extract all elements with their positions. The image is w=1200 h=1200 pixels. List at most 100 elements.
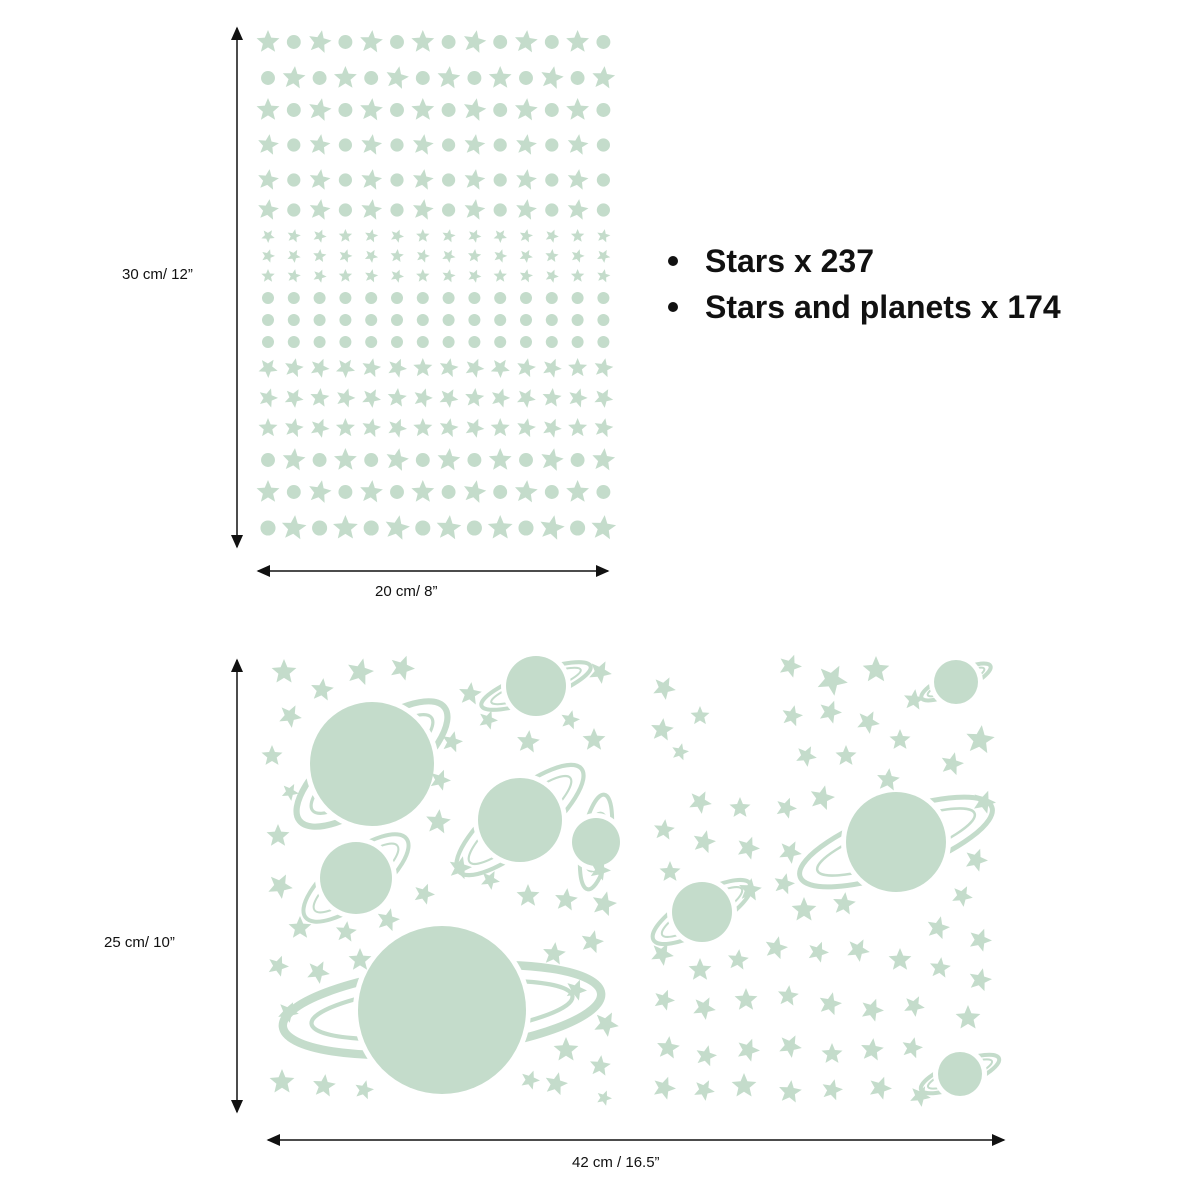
star-icon [543,418,562,438]
star-icon [568,418,588,437]
star-icon [493,230,507,243]
star-icon [334,66,357,88]
star-icon [904,689,925,710]
star-icon [659,861,681,881]
star-icon [442,269,456,283]
top-sheet-height-label: 30 cm/ 12” [122,266,193,283]
star-icon [361,199,383,220]
star-icon [285,418,304,438]
star-icon [567,199,589,220]
dot-icon [338,103,353,117]
dot-icon [441,35,456,49]
star-icon [690,706,710,725]
bullet-icon [668,301,678,312]
ringed-planet-icon [310,702,434,826]
star-icon [571,249,585,263]
star-icon [567,169,589,190]
star-icon [413,134,434,155]
dot-icon [287,173,301,187]
dot-icon [260,520,276,536]
star-icon [416,229,430,242]
star-icon [309,30,332,53]
star-icon [808,941,829,963]
star-icon [857,711,880,734]
star-icon [464,480,487,503]
star-icon [411,98,435,120]
ringed-planet-icon [506,656,566,716]
star-icon [582,728,606,750]
star-icon [974,790,996,814]
star-icon [492,388,511,408]
star-icon [545,269,559,283]
star-icon [258,359,278,378]
star-icon [414,388,433,408]
dot-icon [545,314,558,326]
feature-text: Stars x 237 [705,243,875,279]
dot-icon [287,138,301,152]
star-icon [654,819,675,840]
dot-icon [519,453,533,467]
star-icon [778,985,799,1006]
dimension-arrows [231,26,1006,1146]
star-icon [566,979,587,1001]
star-icon [861,1038,884,1061]
dot-icon [261,71,275,85]
ringed-planet-icon [478,778,562,862]
dot-icon [520,336,532,348]
star-icon [481,871,500,890]
dot-icon [493,35,508,49]
star-icon [311,418,330,438]
star-icon [287,269,301,283]
dot-icon [391,314,403,326]
sticker-layer [256,30,1002,1107]
dot-icon [520,314,532,326]
star-icon [555,888,578,911]
star-icon [459,682,482,705]
dot-icon [570,453,585,467]
ringed-planet-icon [672,882,732,942]
dot-icon [338,173,352,187]
star-icon [566,480,589,502]
dot-icon [596,35,611,49]
dot-icon [365,314,378,326]
dot-icon [415,520,431,536]
star-icon [561,710,580,730]
star-icon [355,1080,374,1100]
star-icon [360,30,383,53]
star-icon [597,249,611,263]
star-icon [361,169,383,190]
star-icon [516,169,537,190]
star-icon [288,916,312,938]
star-icon [765,936,788,960]
star-icon [904,996,925,1017]
star-icon [738,1038,760,1062]
dot-icon [545,203,559,217]
dot-icon [442,314,455,326]
dot-icon [596,485,611,499]
top-sheet-width-label: 20 cm/ 8” [375,583,438,600]
ringed-planet-icon [846,792,946,892]
star-icon [311,358,330,378]
star-icon [258,199,279,220]
star-icon [738,836,760,860]
star-icon [545,1072,568,1096]
star-icon [941,752,964,776]
star-icon [696,1045,717,1067]
star-icon [338,229,353,242]
star-icon [261,745,283,765]
star-icon [268,955,289,977]
star-icon [464,98,487,121]
ringed-planet-icon [572,818,620,866]
star-icon [728,949,749,970]
dot-icon [390,203,404,217]
dot-icon [442,203,456,217]
dot-icon [544,485,559,499]
star-icon [334,448,357,470]
star-icon [262,249,275,263]
star-icon [413,199,434,220]
star-icon [391,229,404,243]
ringed-planet-icon [934,660,978,704]
dot-icon [286,103,301,117]
star-icon [386,448,409,471]
star-icon [360,98,383,121]
